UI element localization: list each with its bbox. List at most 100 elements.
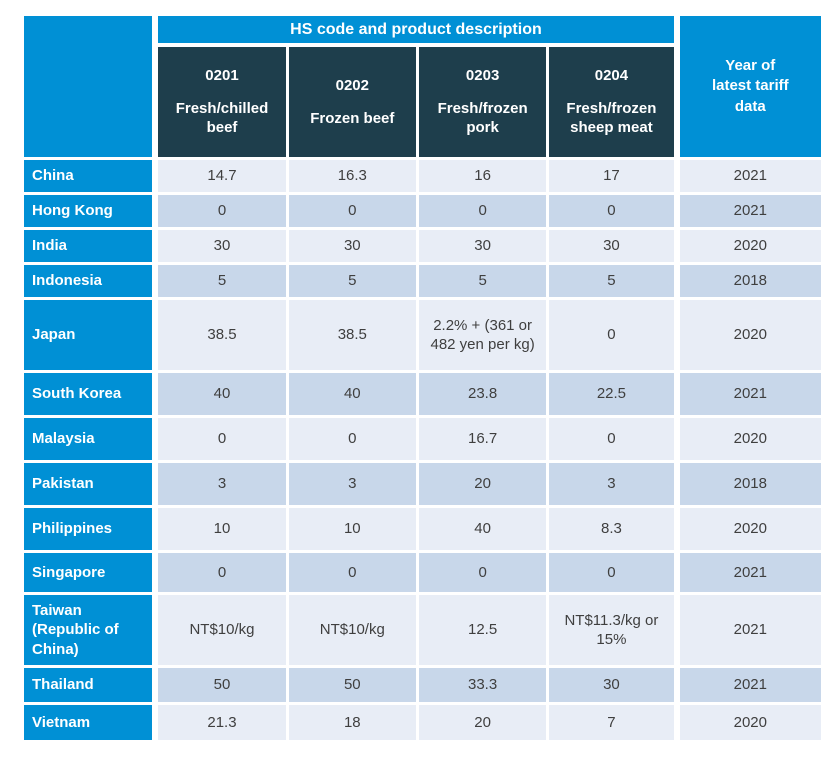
- tariff-value: 18: [288, 705, 419, 743]
- table-row: Indonesia 5 5 5 5 2018: [24, 265, 821, 300]
- tariff-value: 40: [288, 373, 419, 418]
- column-header-0202: 0202 Frozen beef: [288, 47, 419, 160]
- tariff-value: 0: [158, 195, 289, 230]
- tariff-value: 5: [418, 265, 550, 300]
- tariff-value: 0: [288, 418, 419, 463]
- tariff-value: NT$11.3/kg or 15%: [549, 595, 680, 668]
- tariff-value: 21.3: [158, 705, 289, 743]
- tariff-value: 0: [549, 195, 680, 230]
- tariff-value: 5: [549, 265, 680, 300]
- year-value: 2021: [679, 160, 821, 195]
- table-row: China 14.7 16.3 16 17 2021: [24, 160, 821, 195]
- table-row: South Korea 40 40 23.8 22.5 2021: [24, 373, 821, 418]
- country-label: Hong Kong: [24, 195, 159, 230]
- country-label: Singapore: [24, 553, 159, 595]
- tariff-value: 0: [158, 418, 289, 463]
- table-row: Singapore 0 0 0 0 2021: [24, 553, 821, 595]
- year-value: 2021: [679, 373, 821, 418]
- tariff-value: 38.5: [288, 300, 419, 373]
- tariff-value: 0: [288, 195, 419, 230]
- tariff-value: 40: [158, 373, 289, 418]
- tariff-value: 30: [158, 230, 289, 265]
- hs-description: Fresh/chilled beef: [175, 99, 269, 137]
- tariff-value: NT$10/kg: [288, 595, 419, 668]
- hs-code: 0203: [465, 67, 500, 85]
- tariff-value: 22.5: [549, 373, 680, 418]
- tariff-value: 0: [549, 553, 680, 595]
- table-row: India 30 30 30 30 2020: [24, 230, 821, 265]
- tariff-value: 16: [418, 160, 550, 195]
- year-value: 2020: [679, 705, 821, 743]
- tariff-value: 0: [549, 418, 680, 463]
- year-value: 2020: [679, 300, 821, 373]
- country-label: China: [24, 160, 159, 195]
- tariff-value: 0: [288, 553, 419, 595]
- hs-description: Frozen beef: [310, 109, 395, 127]
- tariff-value: 0: [549, 300, 680, 373]
- year-value: 2020: [679, 418, 821, 463]
- year-value: 2018: [679, 265, 821, 300]
- tariff-table: HS code and product description Year of …: [24, 16, 821, 743]
- table-body: China 14.7 16.3 16 17 2021 Hong Kong 0 0 0 0 2021 In…: [24, 160, 821, 743]
- tariff-value: 2.2% + (361 or 482 yen per kg): [418, 300, 550, 373]
- country-label: Japan: [24, 300, 159, 373]
- country-label: Indonesia: [24, 265, 159, 300]
- table-row: Vietnam 21.3 18 20 7 2020: [24, 705, 821, 743]
- year-value: 2018: [679, 463, 821, 508]
- corner-cell: [24, 16, 159, 160]
- country-label: Philippines: [24, 508, 159, 553]
- tariff-value: 30: [549, 230, 680, 265]
- country-label: Vietnam: [24, 705, 159, 743]
- tariff-value: 10: [288, 508, 419, 553]
- table-row: Pakistan 3 3 20 3 2018: [24, 463, 821, 508]
- country-label: Malaysia: [24, 418, 159, 463]
- tariff-value: NT$10/kg: [158, 595, 289, 668]
- column-header-0201: 0201 Fresh/chilled beef: [158, 47, 289, 160]
- tariff-value: 20: [418, 463, 550, 508]
- tariff-value: 7: [549, 705, 680, 743]
- year-column-header: Year of latest tariff data: [679, 16, 821, 160]
- table-row: Hong Kong 0 0 0 0 2021: [24, 195, 821, 230]
- tariff-value: 3: [158, 463, 289, 508]
- group-header: HS code and product description: [158, 16, 680, 47]
- hs-code: 0201: [205, 67, 239, 85]
- table-row: Japan 38.5 38.5 2.2% + (361 or 482 yen per …: [24, 300, 821, 373]
- tariff-value: 16.7: [418, 418, 550, 463]
- hs-code: 0204: [594, 67, 629, 85]
- hs-description: Fresh/frozen sheep meat: [566, 99, 657, 137]
- tariff-value: 8.3: [549, 508, 680, 553]
- tariff-value: 5: [288, 265, 419, 300]
- tariff-value: 33.3: [418, 668, 550, 705]
- tariff-value: 3: [288, 463, 419, 508]
- country-label: South Korea: [24, 373, 159, 418]
- tariff-value: 5: [158, 265, 289, 300]
- hs-code: 0202: [335, 77, 369, 94]
- table-row: Philippines 10 10 40 8.3 2020: [24, 508, 821, 553]
- year-value: 2020: [679, 508, 821, 553]
- tariff-value: 30: [418, 230, 550, 265]
- tariff-value: 0: [158, 553, 289, 595]
- tariff-value: 23.8: [418, 373, 550, 418]
- column-header-0204: 0204 Fresh/frozen sheep meat: [549, 47, 680, 160]
- tariff-value: 30: [288, 230, 419, 265]
- table-row: Taiwan (Republic of China) NT$10/kg NT$10/…: [24, 595, 821, 668]
- year-value: 2021: [679, 595, 821, 668]
- tariff-value: 10: [158, 508, 289, 553]
- table-header: HS code and product description Year of …: [24, 16, 821, 160]
- tariff-value: 20: [418, 705, 550, 743]
- tariff-value: 3: [549, 463, 680, 508]
- country-label: Thailand: [24, 668, 159, 705]
- hs-description: Fresh/frozen pork: [437, 99, 528, 137]
- tariff-value: 38.5: [158, 300, 289, 373]
- tariff-value: 16.3: [288, 160, 419, 195]
- column-header-0203: 0203 Fresh/frozen pork: [418, 47, 550, 160]
- country-label: Pakistan: [24, 463, 159, 508]
- tariff-value: 40: [418, 508, 550, 553]
- year-value: 2020: [679, 230, 821, 265]
- year-value: 2021: [679, 668, 821, 705]
- tariff-value: 50: [288, 668, 419, 705]
- tariff-value: 0: [418, 553, 550, 595]
- table-row: Malaysia 0 0 16.7 0 2020: [24, 418, 821, 463]
- country-label: India: [24, 230, 159, 265]
